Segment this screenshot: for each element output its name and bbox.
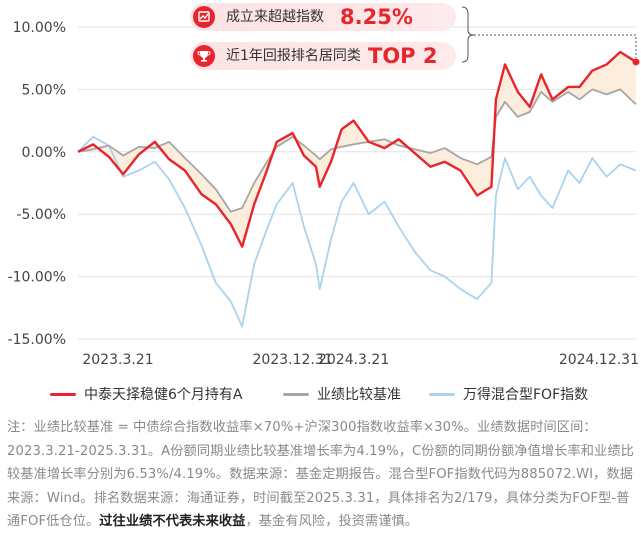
ranking-badge: 近1年回报排名居同类 TOP 2 <box>190 42 456 70</box>
y-axis-ticks: 10.00% 5.00% 0.00% -5.00% -10.00% -15.00% <box>8 20 66 348</box>
y-tick-label: 5.00% <box>22 82 66 98</box>
legend-label-benchmark: 业绩比较基准 <box>317 387 401 403</box>
chart-series <box>77 50 637 328</box>
y-tick-label: -10.00% <box>8 270 66 286</box>
legend-swatch-fund <box>50 393 76 396</box>
disclaimer-tail: ，基金有风险，投资需谨慎。 <box>245 514 419 530</box>
disclaimer-main: 注：业绩比较基准 = 中债综合指数收益率×70%+沪深300指数收益率×30%。… <box>7 420 634 530</box>
chart-gridlines <box>78 26 636 340</box>
badge-leader-line <box>474 34 637 58</box>
trend-chart-icon <box>193 6 215 28</box>
x-tick-label: 2023.12.31 <box>253 352 333 368</box>
ranking-value: TOP 2 <box>368 44 438 68</box>
x-tick-label: 2024.12.31 <box>559 352 639 368</box>
y-tick-label: 0.00% <box>22 145 66 161</box>
legend-label-fund: 中泰天择稳健6个月持有A <box>84 387 243 403</box>
x-tick-label: 2023.3.21 <box>82 352 153 368</box>
excess-return-label: 成立来超越指数 <box>226 9 324 25</box>
y-tick-label: -15.00% <box>8 332 66 348</box>
chart-legend: 中泰天择稳健6个月持有A 业绩比较基准 万得混合型FOF指数 <box>0 383 641 407</box>
disclaimer-note: 注：业绩比较基准 = 中债综合指数收益率×70%+沪深300指数收益率×30%。… <box>7 416 637 534</box>
legend-swatch-benchmark <box>283 393 309 396</box>
excess-return-badge: 成立来超越指数 8.25% <box>190 3 456 31</box>
legend-swatch-index <box>429 393 455 396</box>
excess-return-value: 8.25% <box>340 5 413 29</box>
ranking-label: 近1年回报排名居同类 <box>226 48 361 64</box>
performance-chart: 10.00% 5.00% 0.00% -5.00% -10.00% -15.00% 202… <box>8 6 640 368</box>
series-line-fund <box>77 50 637 248</box>
trophy-icon <box>193 45 215 67</box>
fund-end-point <box>632 58 640 66</box>
badge-bracket <box>461 6 475 63</box>
y-tick-label: 10.00% <box>13 20 66 36</box>
series-line-index <box>77 135 637 328</box>
disclaimer-warning: 过往业绩不代表未来收益 <box>99 514 246 530</box>
x-tick-label: 2024.3.21 <box>318 352 389 368</box>
legend-label-index: 万得混合型FOF指数 <box>463 387 589 403</box>
y-tick-label: -5.00% <box>16 207 66 223</box>
series-line-benchmark <box>77 88 637 213</box>
